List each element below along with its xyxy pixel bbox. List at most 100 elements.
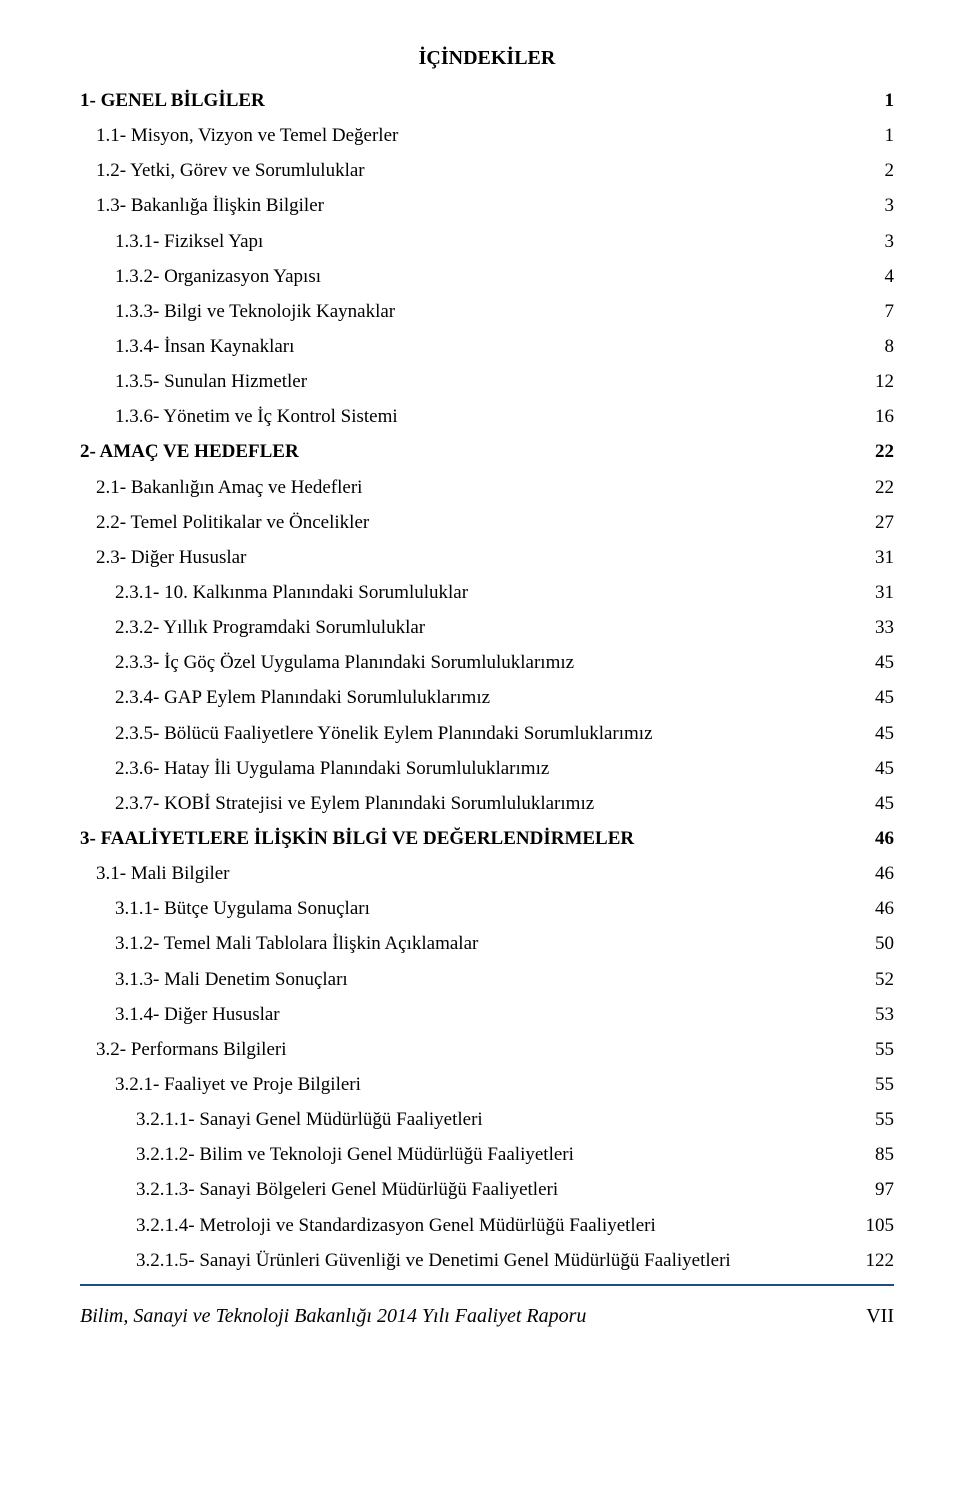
toc-entry-label: 2.3- Diğer Hususlar: [96, 540, 246, 575]
toc-entry: 3.2.1.3- Sanayi Bölgeleri Genel Müdürlüğ…: [80, 1172, 894, 1207]
toc-entry-label: 2.3.6- Hatay İli Uygulama Planındaki Sor…: [115, 751, 549, 786]
toc-entry-label: 3.2- Performans Bilgileri: [96, 1032, 287, 1067]
toc-entry-page: 55: [874, 1032, 894, 1067]
toc-entry-label: 3.1- Mali Bilgiler: [96, 856, 230, 891]
toc-entry-page: 3: [874, 224, 894, 259]
toc-entry: 3.1.3- Mali Denetim Sonuçları 52: [80, 962, 894, 997]
toc-entry-label: 1.3.2- Organizasyon Yapısı: [115, 259, 321, 294]
toc-entry-page: 31: [874, 540, 894, 575]
toc-entry-label: 3.2.1.3- Sanayi Bölgeleri Genel Müdürlüğ…: [136, 1172, 558, 1207]
toc-entry: 1.3.5- Sunulan Hizmetler 12: [80, 364, 894, 399]
toc-entry-page: 55: [874, 1102, 894, 1137]
toc-entry: 1- GENEL BİLGİLER 1: [80, 83, 894, 118]
toc-entry: 3.1.2- Temel Mali Tablolara İlişkin Açık…: [80, 926, 894, 961]
toc-entry-page: 46: [874, 891, 894, 926]
toc-entry-page: 53: [874, 997, 894, 1032]
toc-entry: 2.3.7- KOBİ Stratejisi ve Eylem Planında…: [80, 786, 894, 821]
toc-entry-label: 3.1.2- Temel Mali Tablolara İlişkin Açık…: [115, 926, 478, 961]
toc-entry: 3.1.1- Bütçe Uygulama Sonuçları 46: [80, 891, 894, 926]
toc-entry: 3.1.4- Diğer Hususlar 53: [80, 997, 894, 1032]
toc-entry-page: 1: [874, 118, 894, 153]
toc-entry: 2.2- Temel Politikalar ve Öncelikler 27: [80, 505, 894, 540]
footer-page-number: VII: [866, 1298, 894, 1335]
toc-entry: 3.2.1.1- Sanayi Genel Müdürlüğü Faaliyet…: [80, 1102, 894, 1137]
toc-entry-label: 3.2.1.2- Bilim ve Teknoloji Genel Müdürl…: [136, 1137, 574, 1172]
toc-entry-page: 46: [874, 856, 894, 891]
toc-entry-label: 2.3.4- GAP Eylem Planındaki Sorumlulukla…: [115, 680, 490, 715]
toc-entry-label: 2.3.5- Bölücü Faaliyetlere Yönelik Eylem…: [115, 716, 653, 751]
toc-entry-page: 55: [874, 1067, 894, 1102]
toc-entry-page: 16: [874, 399, 894, 434]
toc-entry-page: 31: [874, 575, 894, 610]
toc-entry-label: 1.3.5- Sunulan Hizmetler: [115, 364, 307, 399]
footer-rule: [80, 1284, 894, 1286]
toc-entry-page: 2: [874, 153, 894, 188]
toc-entry-page: 105: [866, 1208, 895, 1243]
toc-entry-label: 1.3.3- Bilgi ve Teknolojik Kaynaklar: [115, 294, 395, 329]
toc-title: İÇİNDEKİLER: [80, 40, 894, 77]
page-footer: Bilim, Sanayi ve Teknoloji Bakanlığı 201…: [80, 1298, 894, 1335]
toc-entry: 2.3.6- Hatay İli Uygulama Planındaki Sor…: [80, 751, 894, 786]
toc-entry-label: 3.2.1.4- Metroloji ve Standardizasyon Ge…: [136, 1208, 656, 1243]
toc-entry: 3.2.1.5- Sanayi Ürünleri Güvenliği ve De…: [80, 1243, 894, 1278]
toc-entry-page: 1: [874, 83, 894, 118]
toc-entry-label: 2.3.2- Yıllık Programdaki Sorumluluklar: [115, 610, 425, 645]
toc-entry: 1.3- Bakanlığa İlişkin Bilgiler3: [80, 188, 894, 223]
toc-entry-label: 1- GENEL BİLGİLER: [80, 83, 265, 118]
toc-entry-label: 1.3.6- Yönetim ve İç Kontrol Sistemi: [115, 399, 398, 434]
toc-entry: 3.2.1- Faaliyet ve Proje Bilgileri 55: [80, 1067, 894, 1102]
toc-entry-page: 22: [874, 470, 894, 505]
toc-entry-label: 3.1.4- Diğer Hususlar: [115, 997, 280, 1032]
toc-entry-page: 4: [874, 259, 894, 294]
toc-entry-page: 27: [874, 505, 894, 540]
toc-entry: 2.3.5- Bölücü Faaliyetlere Yönelik Eylem…: [80, 716, 894, 751]
toc-entry-page: 45: [874, 751, 894, 786]
toc-entry: 2.3- Diğer Hususlar 31: [80, 540, 894, 575]
toc-entry: 3.1- Mali Bilgiler 46: [80, 856, 894, 891]
toc-entry-page: 45: [874, 645, 894, 680]
toc-entry: 3.2.1.4- Metroloji ve Standardizasyon Ge…: [80, 1208, 894, 1243]
toc-entry: 3.2- Performans Bilgileri 55: [80, 1032, 894, 1067]
toc-entry: 1.3.6- Yönetim ve İç Kontrol Sistemi 16: [80, 399, 894, 434]
toc-entry-label: 3.1.3- Mali Denetim Sonuçları: [115, 962, 348, 997]
toc-entry: 2.3.1- 10. Kalkınma Planındaki Sorumlulu…: [80, 575, 894, 610]
toc-entry-page: 97: [874, 1172, 894, 1207]
toc-entry-page: 7: [874, 294, 894, 329]
toc-entry-label: 1.3- Bakanlığa İlişkin Bilgiler: [96, 188, 324, 223]
toc-entry-label: 2.2- Temel Politikalar ve Öncelikler: [96, 505, 369, 540]
toc-entry: 1.3.2- Organizasyon Yapısı 4: [80, 259, 894, 294]
toc-entry-page: 33: [874, 610, 894, 645]
toc-entry-label: 1.3.1- Fiziksel Yapı: [115, 224, 263, 259]
toc-entry-page: 85: [874, 1137, 894, 1172]
toc-entry-page: 8: [874, 329, 894, 364]
toc-entry: 1.1- Misyon, Vizyon ve Temel Değerler1: [80, 118, 894, 153]
toc-entry-label: 2- AMAÇ VE HEDEFLER: [80, 434, 299, 469]
toc-entry-page: 45: [874, 786, 894, 821]
toc-entry: 2.3.4- GAP Eylem Planındaki Sorumlulukla…: [80, 680, 894, 715]
toc-entry-label: 3.2.1.5- Sanayi Ürünleri Güvenliği ve De…: [136, 1243, 731, 1278]
toc-entry: 3- FAALİYETLERE İLİŞKİN BİLGİ VE DEĞERLE…: [80, 821, 894, 856]
toc-entry-page: 12: [874, 364, 894, 399]
toc-entry-page: 45: [874, 716, 894, 751]
toc-entry-label: 2.1- Bakanlığın Amaç ve Hedefleri: [96, 470, 362, 505]
toc-entry-label: 2.3.1- 10. Kalkınma Planındaki Sorumlulu…: [115, 575, 468, 610]
toc-entry-label: 2.3.3- İç Göç Özel Uygulama Planındaki S…: [115, 645, 574, 680]
toc-entry: 2- AMAÇ VE HEDEFLER 22: [80, 434, 894, 469]
toc-entry-page: 22: [874, 434, 894, 469]
toc-entry: 1.3.1- Fiziksel Yapı 3: [80, 224, 894, 259]
toc-entry-label: 3.1.1- Bütçe Uygulama Sonuçları: [115, 891, 370, 926]
toc-entry-label: 1.3.4- İnsan Kaynakları: [115, 329, 294, 364]
toc-entry-page: 122: [866, 1243, 895, 1278]
toc-entry-label: 3.2.1- Faaliyet ve Proje Bilgileri: [115, 1067, 361, 1102]
toc-entry-page: 45: [874, 680, 894, 715]
toc-entry-label: 3- FAALİYETLERE İLİŞKİN BİLGİ VE DEĞERLE…: [80, 821, 634, 856]
toc-entry: 1.3.3- Bilgi ve Teknolojik Kaynaklar 7: [80, 294, 894, 329]
toc-entry: 1.3.4- İnsan Kaynakları 8: [80, 329, 894, 364]
toc-entry: 1.2- Yetki, Görev ve Sorumluluklar 2: [80, 153, 894, 188]
toc-entry: 2.1- Bakanlığın Amaç ve Hedefleri 22: [80, 470, 894, 505]
toc-entry-label: 1.2- Yetki, Görev ve Sorumluluklar: [96, 153, 365, 188]
toc-list: 1- GENEL BİLGİLER 11.1- Misyon, Vizyon ve…: [80, 83, 894, 1278]
toc-entry-page: 52: [874, 962, 894, 997]
toc-entry: 3.2.1.2- Bilim ve Teknoloji Genel Müdürl…: [80, 1137, 894, 1172]
toc-entry: 2.3.2- Yıllık Programdaki Sorumluluklar 3…: [80, 610, 894, 645]
